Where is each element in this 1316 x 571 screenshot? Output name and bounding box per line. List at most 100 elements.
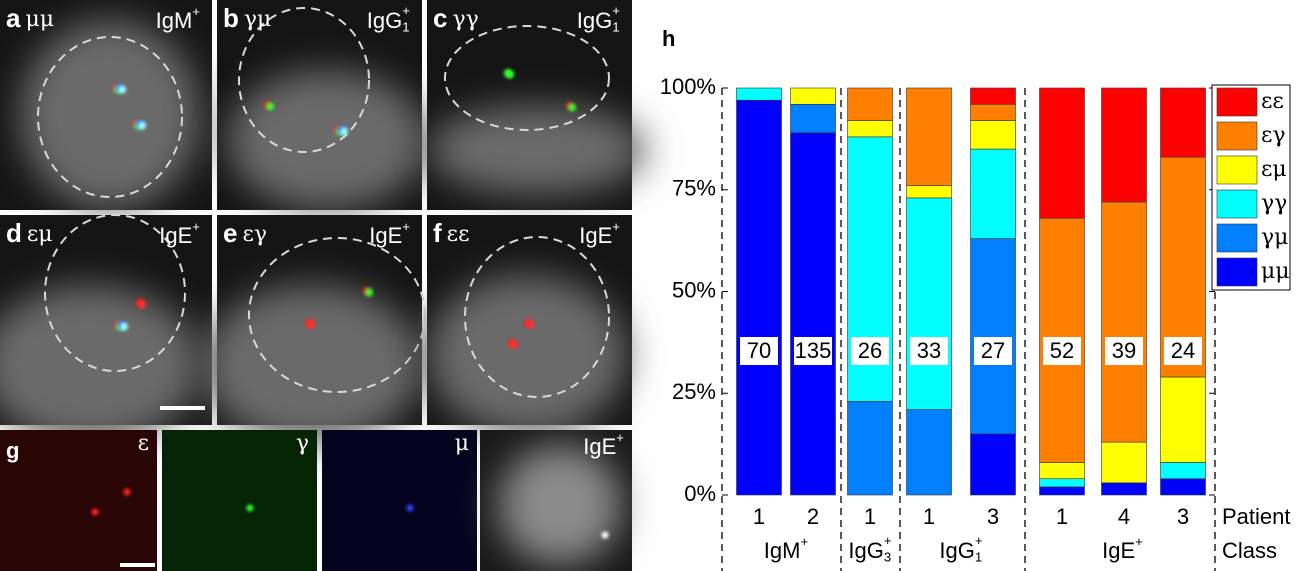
bar-segment — [1039, 462, 1085, 480]
bar-segment — [847, 120, 893, 138]
class-name: IgE — [583, 434, 616, 459]
cell-glow — [427, 275, 627, 435]
class-name: IgG — [848, 538, 883, 563]
class-sub: 3 — [884, 550, 891, 565]
channel-panel: γ — [162, 430, 317, 571]
panel-label: e εγ — [223, 218, 267, 248]
micrographs: a μμ IgM+ b γμ IgG1+ c γγ IgG1+d εμ IgE+ e εγ IgE+ f εε… — [0, 0, 647, 571]
cell-glow — [427, 105, 647, 195]
legend-swatch — [1216, 87, 1258, 117]
bar-segment — [1160, 478, 1206, 496]
x-tick-label: 1 — [923, 504, 935, 529]
fluorescent-spot — [506, 70, 514, 79]
nucleus-outline — [44, 214, 186, 372]
bar-segment — [1039, 478, 1085, 488]
class-sub: 1 — [612, 20, 619, 35]
channel-label: μ — [455, 431, 469, 456]
legend-swatch — [1216, 257, 1258, 287]
class-label: IgG1+ — [577, 4, 621, 35]
legend-label: εγ — [1261, 123, 1286, 148]
micrograph-panel: a μμ IgM+ — [0, 0, 212, 210]
class-name: IgE — [579, 223, 612, 248]
channel-panel: IgE+ — [480, 430, 632, 571]
legend-box — [1211, 84, 1291, 291]
panel-letter: b — [223, 3, 239, 33]
bar-segment — [906, 197, 952, 410]
x-tick-label: 1 — [1056, 504, 1068, 529]
fluorescent-spot — [91, 508, 99, 516]
class-sup: + — [975, 534, 983, 549]
class-label: IgG1+ — [367, 4, 411, 35]
legend-label: μμ — [1261, 259, 1290, 284]
legend-swatch — [1216, 155, 1258, 185]
x-tick-label: 3 — [1177, 504, 1189, 529]
panel-label: a μμ — [6, 3, 54, 33]
class-sup: + — [800, 535, 808, 550]
bar-segment — [1160, 87, 1206, 158]
class-label: IgG3+ — [848, 534, 892, 566]
class-sup: + — [402, 4, 410, 19]
bar-segment — [1160, 376, 1206, 463]
chart: h0%25%50%75%100%701135226133127352139424… — [660, 26, 1291, 571]
class-name: IgG — [577, 8, 612, 33]
genotype: εμ — [27, 222, 53, 247]
bar-segment — [790, 87, 836, 105]
class-label: IgE+ — [583, 431, 624, 459]
bar-segment — [970, 433, 1016, 496]
class-sup: + — [612, 4, 620, 19]
count-box — [910, 337, 948, 365]
bar-segment — [1039, 486, 1085, 496]
class-sup: + — [616, 431, 624, 446]
panel-label: c γγ — [433, 3, 479, 33]
genotype: γμ — [244, 7, 271, 32]
panel-background — [0, 430, 157, 571]
fluorescent-spot — [307, 320, 315, 329]
class-name: IgM — [764, 538, 801, 563]
count-label: 52 — [1050, 338, 1074, 363]
fluorescent-spot — [406, 504, 414, 512]
fluorescent-spot — [120, 322, 128, 331]
count-box — [851, 337, 889, 365]
bar-segment — [790, 132, 836, 496]
micrograph-panel: c γγ IgG1+ — [427, 0, 647, 210]
bar-segment — [970, 238, 1016, 435]
fluorescent-spot — [340, 127, 348, 136]
panel-label: f εε — [433, 218, 469, 248]
genotype: εγ — [242, 222, 267, 247]
fluorescent-spot — [510, 340, 518, 349]
class-label: IgE+ — [159, 220, 200, 248]
class-sup: + — [884, 534, 892, 549]
class-label: IgE+ — [369, 220, 410, 248]
fluorescent-spot — [138, 121, 146, 130]
bar-segment — [906, 185, 952, 199]
channel-label: γ — [296, 431, 309, 456]
genotype: μμ — [25, 7, 54, 32]
bar-segment — [1101, 441, 1147, 484]
y-tick-label: 25% — [672, 379, 716, 404]
panel-letter: e — [223, 218, 237, 248]
class-sup: + — [402, 220, 410, 235]
class-label: IgE+ — [1102, 535, 1143, 563]
bar-segment — [1101, 87, 1147, 203]
fluorescent-spot — [246, 504, 254, 512]
panel-label: d εμ — [6, 218, 53, 248]
bar-segment — [906, 409, 952, 496]
y-tick-label: 100% — [660, 74, 716, 99]
fluorescent-spot — [266, 102, 274, 111]
x-tick-label: 4 — [1118, 504, 1130, 529]
micrograph-panel: f εε IgE+ — [427, 215, 632, 435]
bar-segment — [970, 87, 1016, 105]
panel-background — [322, 430, 477, 571]
nucleus-outline — [444, 25, 610, 131]
bar-segment — [736, 87, 782, 101]
panel-letter: c — [433, 3, 447, 33]
bar-segment — [1039, 87, 1085, 219]
class-sup: + — [192, 5, 200, 20]
micrograph-panel: b γμ IgG1+ — [217, 0, 427, 210]
cell-glow — [202, 285, 422, 445]
fluorescent-spot — [526, 320, 534, 329]
panel-letter: h — [662, 26, 675, 51]
class-name: IgG — [939, 538, 974, 563]
fluorescent-spot — [118, 85, 126, 94]
nucleus-outline — [37, 36, 183, 198]
